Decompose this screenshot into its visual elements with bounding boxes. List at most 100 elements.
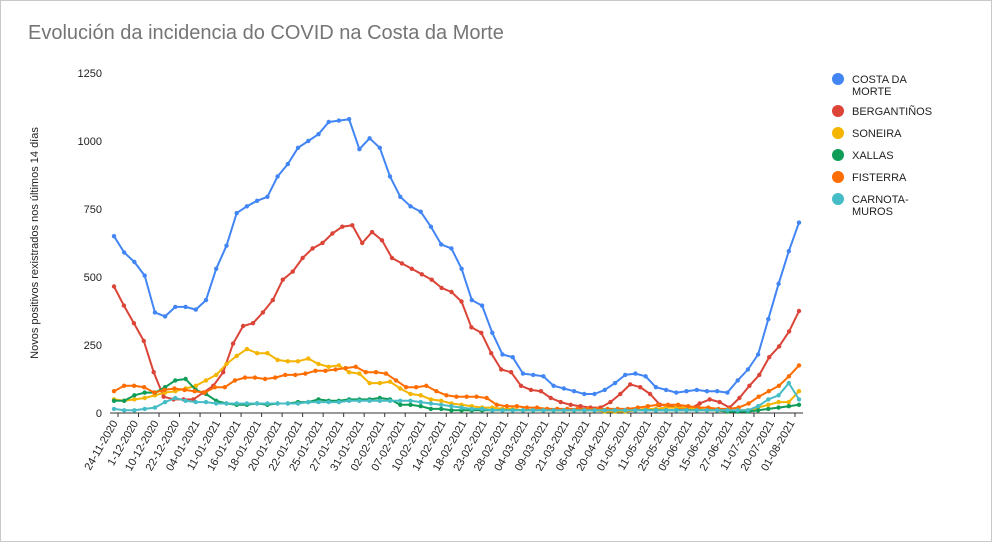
data-point xyxy=(399,261,405,266)
data-point xyxy=(295,401,301,406)
data-point xyxy=(192,389,197,394)
data-point xyxy=(182,387,187,393)
data-point xyxy=(439,398,444,403)
data-point xyxy=(252,375,258,380)
data-point xyxy=(484,395,489,401)
data-point xyxy=(212,385,217,390)
data-point xyxy=(306,356,311,361)
y-tick-label: 750 xyxy=(84,204,102,216)
data-point xyxy=(582,408,587,413)
data-point xyxy=(285,401,290,406)
data-point xyxy=(283,372,288,378)
data-point xyxy=(326,119,331,125)
data-point xyxy=(684,408,689,413)
data-point xyxy=(602,408,607,413)
data-point xyxy=(561,386,567,391)
data-point xyxy=(336,118,342,123)
data-point xyxy=(715,389,720,394)
data-point xyxy=(538,389,544,394)
data-point xyxy=(508,370,514,375)
data-point xyxy=(796,363,802,368)
data-point xyxy=(776,344,782,349)
legend-item: CARNOTA-MUROS xyxy=(832,193,909,218)
data-point xyxy=(323,368,328,373)
data-point xyxy=(623,408,628,413)
data-point xyxy=(408,204,413,209)
data-point xyxy=(232,378,238,383)
data-point xyxy=(316,361,321,367)
data-point xyxy=(786,249,791,254)
data-point xyxy=(121,303,127,308)
data-point xyxy=(776,383,782,388)
legend-item: XALLAS xyxy=(832,149,894,162)
data-point xyxy=(203,297,209,303)
data-point xyxy=(766,406,771,412)
data-point xyxy=(152,310,158,315)
data-point xyxy=(265,401,270,406)
data-point xyxy=(776,405,781,410)
y-tick-label: 250 xyxy=(84,340,102,352)
data-point xyxy=(408,398,413,403)
data-point xyxy=(161,394,166,399)
data-point xyxy=(418,393,423,398)
data-point xyxy=(514,404,520,409)
data-point xyxy=(330,231,335,236)
legend-label: XALLAS xyxy=(852,150,894,162)
data-point xyxy=(418,209,423,214)
data-point xyxy=(444,393,449,398)
data-point xyxy=(439,406,444,412)
data-point xyxy=(694,387,699,393)
data-point xyxy=(270,297,275,303)
data-point xyxy=(183,376,188,382)
data-point xyxy=(469,297,474,303)
data-point xyxy=(122,250,127,255)
legend-swatch xyxy=(832,193,844,205)
data-point xyxy=(776,399,781,405)
data-point xyxy=(214,266,219,271)
legend-swatch xyxy=(832,149,844,161)
data-point xyxy=(419,272,424,277)
data-point xyxy=(300,255,305,261)
legend-label: SONEIRA xyxy=(852,128,902,140)
data-point xyxy=(409,266,414,271)
data-point xyxy=(240,323,246,329)
data-point xyxy=(429,277,434,282)
data-point xyxy=(665,402,671,407)
data-point xyxy=(551,408,556,413)
data-point xyxy=(776,281,781,286)
data-point xyxy=(786,399,791,405)
data-point xyxy=(786,329,792,334)
data-point xyxy=(479,406,485,412)
data-point xyxy=(306,399,311,405)
data-point xyxy=(230,341,236,346)
data-point xyxy=(313,368,318,373)
data-point xyxy=(357,147,362,152)
data-point xyxy=(377,145,382,150)
data-point xyxy=(628,382,633,387)
data-point xyxy=(647,391,653,397)
data-point xyxy=(193,399,198,405)
data-point xyxy=(203,378,209,383)
data-point xyxy=(254,351,260,356)
legend-swatch xyxy=(832,127,844,139)
data-point xyxy=(142,273,147,278)
data-point xyxy=(725,408,730,413)
data-point xyxy=(152,405,158,410)
data-point xyxy=(755,352,761,357)
data-point xyxy=(571,389,577,394)
data-point xyxy=(704,389,710,394)
data-point xyxy=(303,371,308,376)
data-point xyxy=(454,394,459,399)
data-point xyxy=(131,321,137,326)
data-point xyxy=(592,391,597,397)
legend-label: MORTE xyxy=(852,86,892,98)
data-point xyxy=(796,389,802,394)
data-point xyxy=(796,397,802,402)
data-point xyxy=(643,374,648,379)
data-point xyxy=(280,277,285,282)
legend-label: CARNOTA- xyxy=(852,194,909,206)
data-point xyxy=(428,401,434,406)
data-point xyxy=(747,383,752,388)
